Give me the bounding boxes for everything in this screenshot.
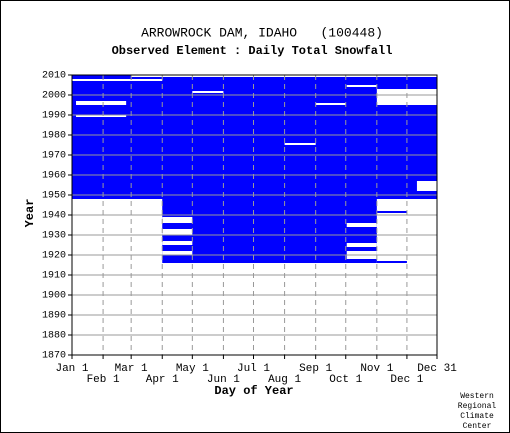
x-tick-label: Jun 1 <box>207 374 240 386</box>
y-tick-label: 1900 <box>42 291 66 302</box>
x-tick-label: Apr 1 <box>146 374 179 386</box>
credit-line: Western <box>460 392 494 401</box>
plot-border <box>71 74 438 356</box>
coverage-gap <box>162 251 193 255</box>
coverage-gap <box>315 103 346 105</box>
x-tick-label: Dec 1 <box>390 374 423 386</box>
coverage-gap <box>346 223 377 227</box>
coverage-gap <box>162 217 193 223</box>
y-tick-label: 1930 <box>42 231 66 242</box>
y-tick-label: 1980 <box>42 131 66 142</box>
x-tick-label: Jan 1 <box>55 363 88 375</box>
credit-line: Climate <box>460 412 494 421</box>
coverage-block <box>72 75 132 77</box>
y-tick-label: 2000 <box>42 91 66 102</box>
y-tick-label: 1970 <box>42 151 66 162</box>
y-tick-label: 1940 <box>42 211 66 222</box>
chart-title: ARROWROCK DAM, IDAHO (100448) <box>141 25 383 40</box>
coverage-gap <box>284 143 316 145</box>
coverage-gap <box>346 243 377 247</box>
chart-subtitle: Observed Element : Daily Total Snowfall <box>112 44 393 58</box>
coverage-gap <box>72 79 163 81</box>
coverage-block <box>162 199 377 263</box>
coverage-gap <box>76 101 127 105</box>
x-tick-label: Jul 1 <box>237 363 270 375</box>
y-tick-label: 1960 <box>42 171 66 182</box>
x-tick-label: Feb 1 <box>87 374 120 386</box>
credit-line: Center <box>463 422 492 431</box>
x-tick-label: Aug 1 <box>268 374 301 386</box>
x-tick-label: Mar 1 <box>115 363 148 375</box>
coverage-gap <box>192 91 224 93</box>
y-tick-label: 1890 <box>42 311 66 322</box>
coverage-gap <box>346 85 377 87</box>
y-tick-label: 1920 <box>42 251 66 262</box>
coverage-gap <box>162 241 193 245</box>
x-tick-label: Nov 1 <box>360 363 393 375</box>
coverage-block <box>376 211 407 213</box>
y-tick-label: 1950 <box>42 191 66 202</box>
y-axis-label: Year <box>23 199 37 228</box>
x-tick-label: Oct 1 <box>329 374 362 386</box>
coverage-gap <box>76 115 127 117</box>
x-tick-label: May 1 <box>176 363 209 375</box>
y-tick-label: 1990 <box>42 111 66 122</box>
y-tick-label: 1870 <box>42 351 66 362</box>
coverage-block <box>72 77 437 199</box>
credit-line: Regional <box>458 402 497 411</box>
x-axis-label: Day of Year <box>214 384 293 398</box>
y-tick-label: 2010 <box>42 71 66 82</box>
coverage-block <box>376 261 407 263</box>
y-tick-label: 1880 <box>42 331 66 342</box>
x-tick-label: Dec 31 <box>417 363 457 375</box>
x-tick-label: Sep 1 <box>299 363 332 375</box>
coverage-gap <box>162 229 193 235</box>
coverage-gap <box>416 181 437 191</box>
y-tick-label: 1910 <box>42 271 66 282</box>
